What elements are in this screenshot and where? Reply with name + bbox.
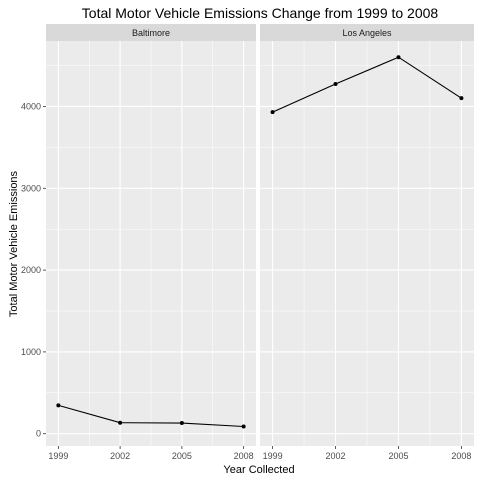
facet-strip bbox=[46, 24, 256, 41]
x-tick-label: 1999 bbox=[48, 451, 68, 461]
panel-los-angeles: Los Angeles bbox=[260, 24, 474, 446]
y-tick-labels: 0 1000 2000 3000 4000 bbox=[21, 101, 46, 439]
facet-strip bbox=[260, 24, 474, 41]
x-tick-label: 2002 bbox=[326, 451, 346, 461]
data-point bbox=[459, 96, 464, 101]
facet-strip-label: Los Angeles bbox=[342, 28, 392, 38]
data-point bbox=[333, 82, 338, 87]
x-tick-label: 2008 bbox=[451, 451, 471, 461]
y-tick-label: 1000 bbox=[21, 347, 41, 357]
panel-baltimore: Baltimore bbox=[46, 24, 256, 446]
x-tick-label: 1999 bbox=[263, 451, 283, 461]
x-tick-label: 2005 bbox=[388, 451, 408, 461]
y-axis-title: Total Motor Vehicle Emissions bbox=[8, 170, 20, 317]
y-tick-label: 4000 bbox=[21, 101, 41, 111]
y-tick-label: 2000 bbox=[21, 265, 41, 275]
data-point bbox=[118, 420, 123, 425]
data-point bbox=[241, 424, 246, 429]
x-tick-label: 2008 bbox=[234, 451, 254, 461]
data-point bbox=[270, 110, 275, 115]
facet-panels: Baltimore Los Angeles bbox=[46, 24, 474, 446]
y-tick-label: 0 bbox=[36, 429, 41, 439]
x-tick-label: 2002 bbox=[110, 451, 130, 461]
data-point bbox=[396, 55, 401, 60]
x-axis-title: Year Collected bbox=[223, 464, 294, 476]
x-tick-labels: 1999 2002 2005 2008 1999 2002 2005 2008 bbox=[48, 446, 471, 461]
data-point bbox=[179, 421, 184, 426]
series-line bbox=[272, 56, 462, 113]
y-tick-label: 3000 bbox=[21, 183, 41, 193]
x-tick-label: 2005 bbox=[172, 451, 192, 461]
data-point bbox=[56, 403, 61, 408]
series-line bbox=[58, 404, 244, 428]
chart-title: Total Motor Vehicle Emissions Change fro… bbox=[82, 5, 439, 21]
facet-strip-label: Baltimore bbox=[132, 28, 170, 38]
